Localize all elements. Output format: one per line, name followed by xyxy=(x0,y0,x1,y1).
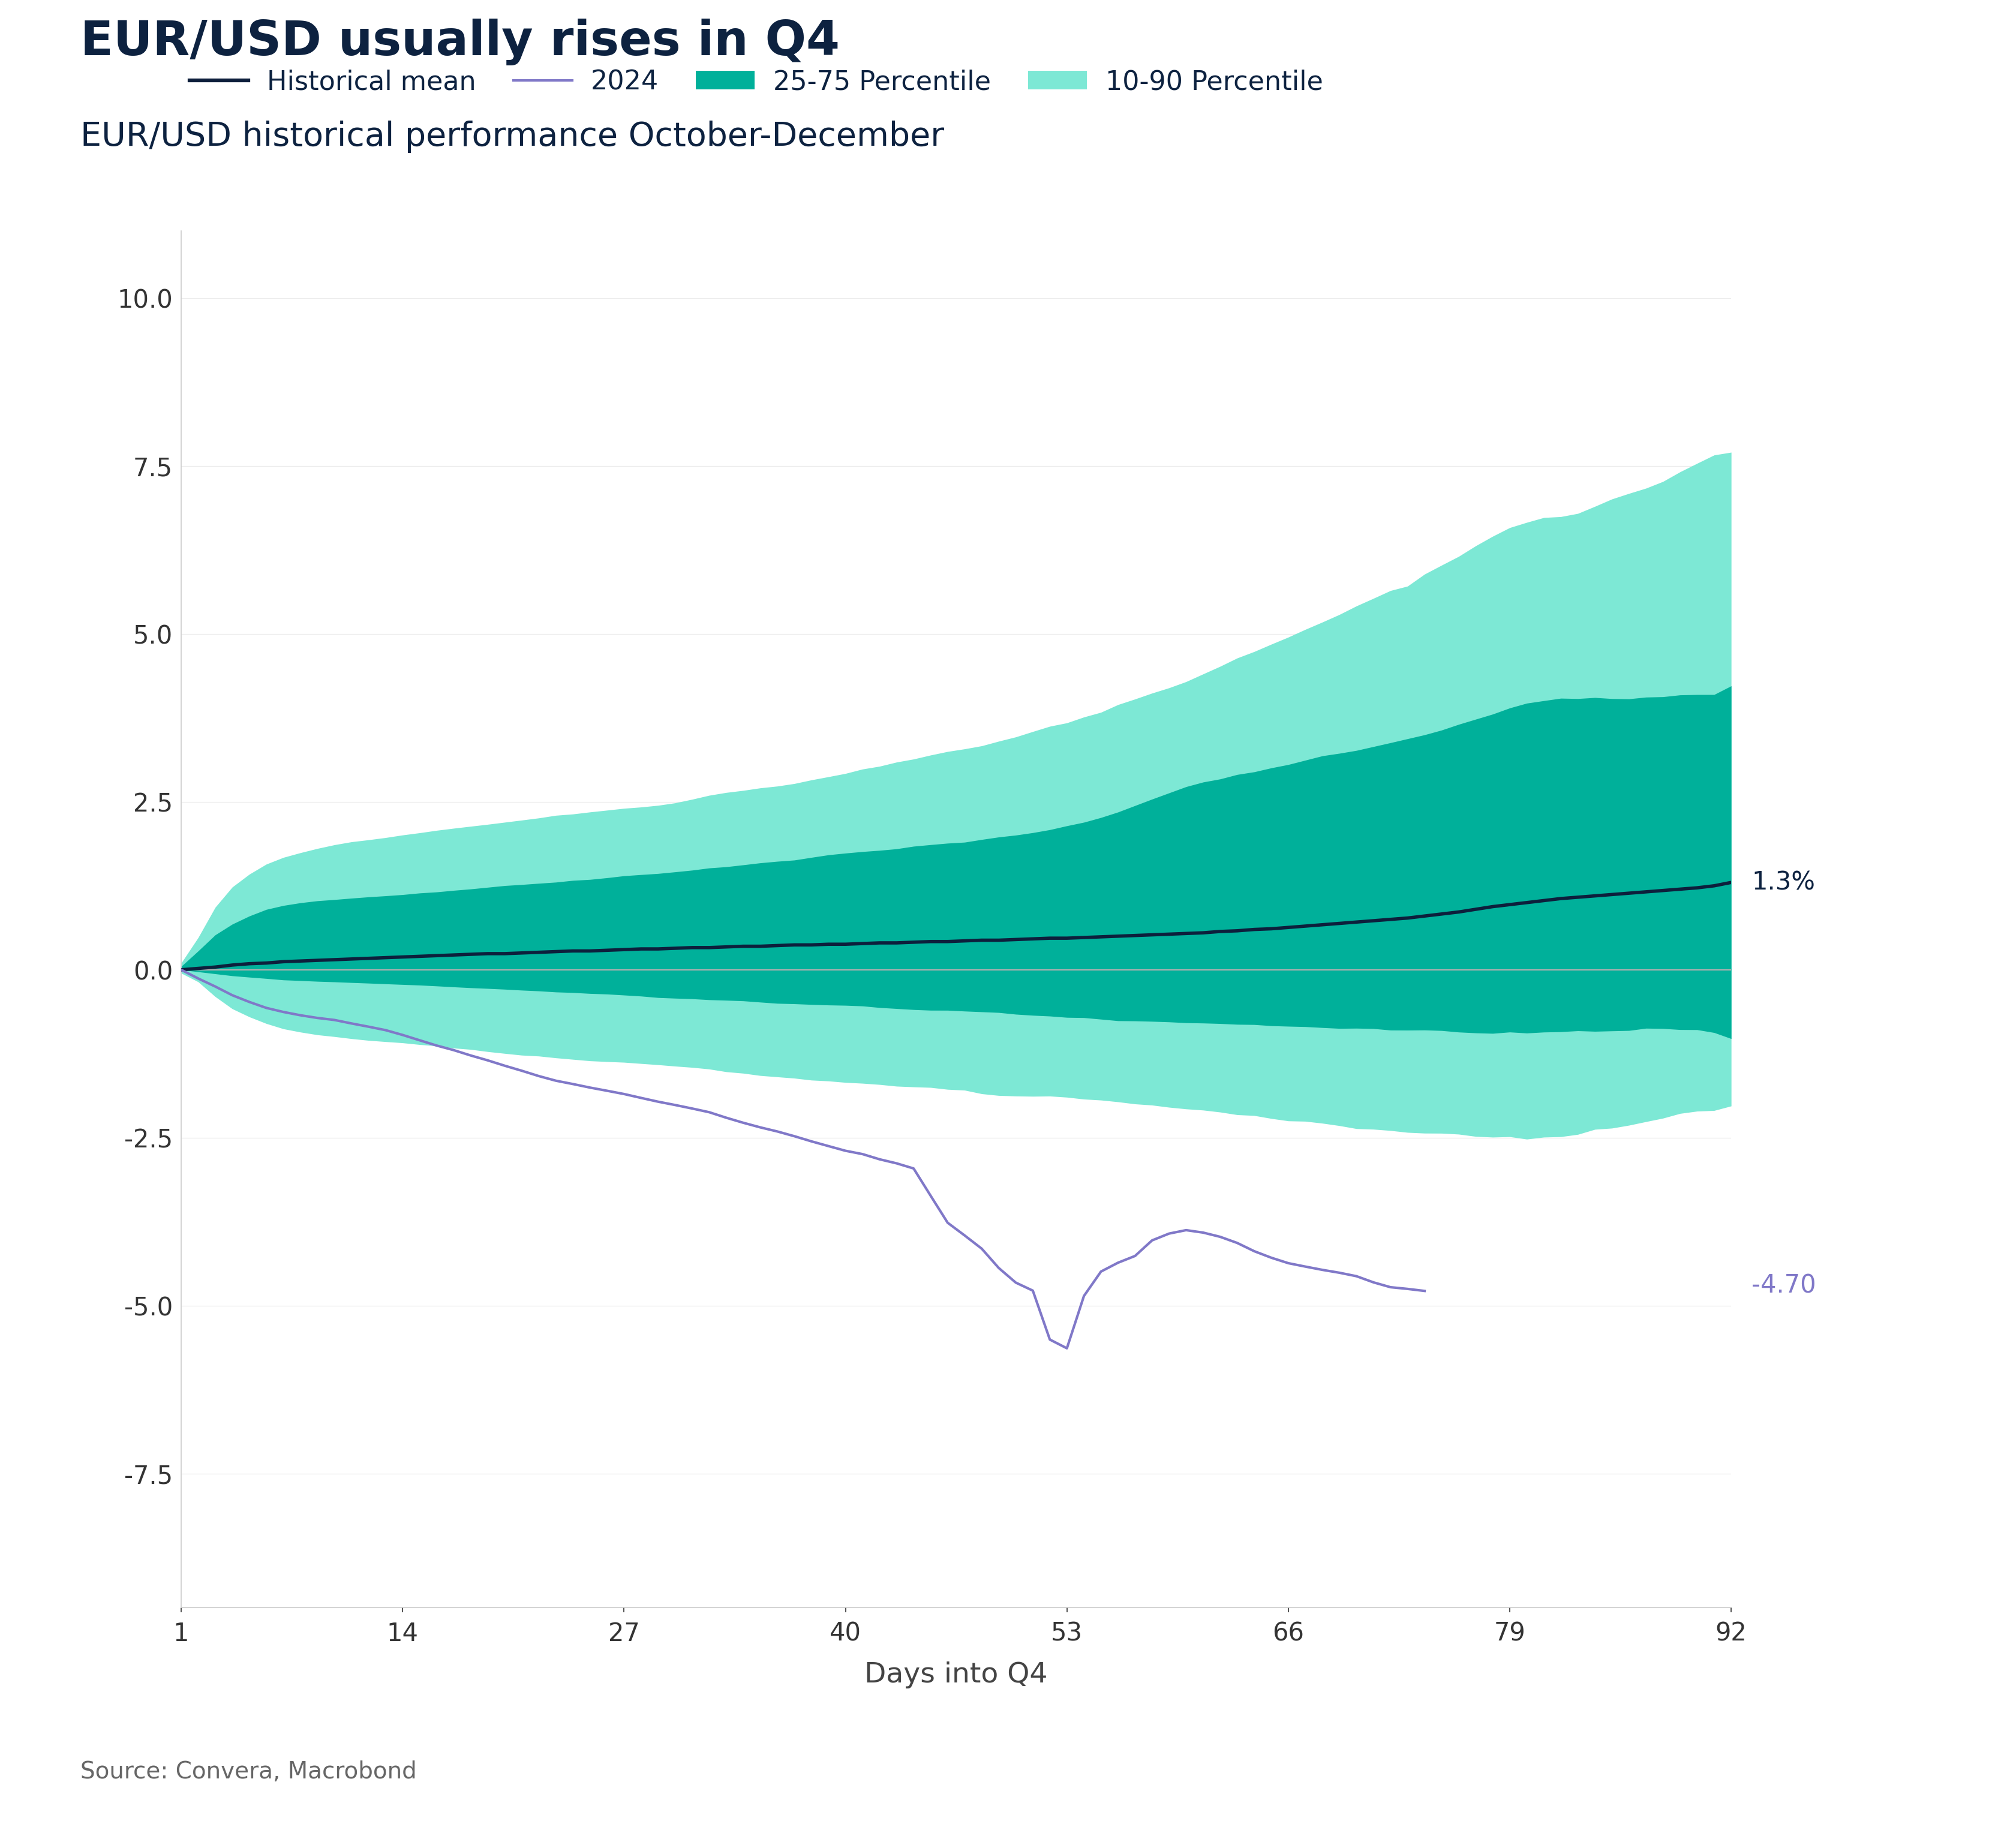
X-axis label: Days into Q4: Days into Q4 xyxy=(864,1661,1049,1689)
Legend: Historical mean, 2024, 25-75 Percentile, 10-90 Percentile: Historical mean, 2024, 25-75 Percentile,… xyxy=(179,59,1335,105)
Text: EUR/USD usually rises in Q4: EUR/USD usually rises in Q4 xyxy=(81,18,839,65)
Text: EUR/USD historical performance October-December: EUR/USD historical performance October-D… xyxy=(81,120,944,153)
Text: -4.70: -4.70 xyxy=(1751,1273,1816,1297)
Text: Source: Convera, Macrobond: Source: Convera, Macrobond xyxy=(81,1761,417,1783)
Text: 1.3%: 1.3% xyxy=(1751,870,1816,894)
